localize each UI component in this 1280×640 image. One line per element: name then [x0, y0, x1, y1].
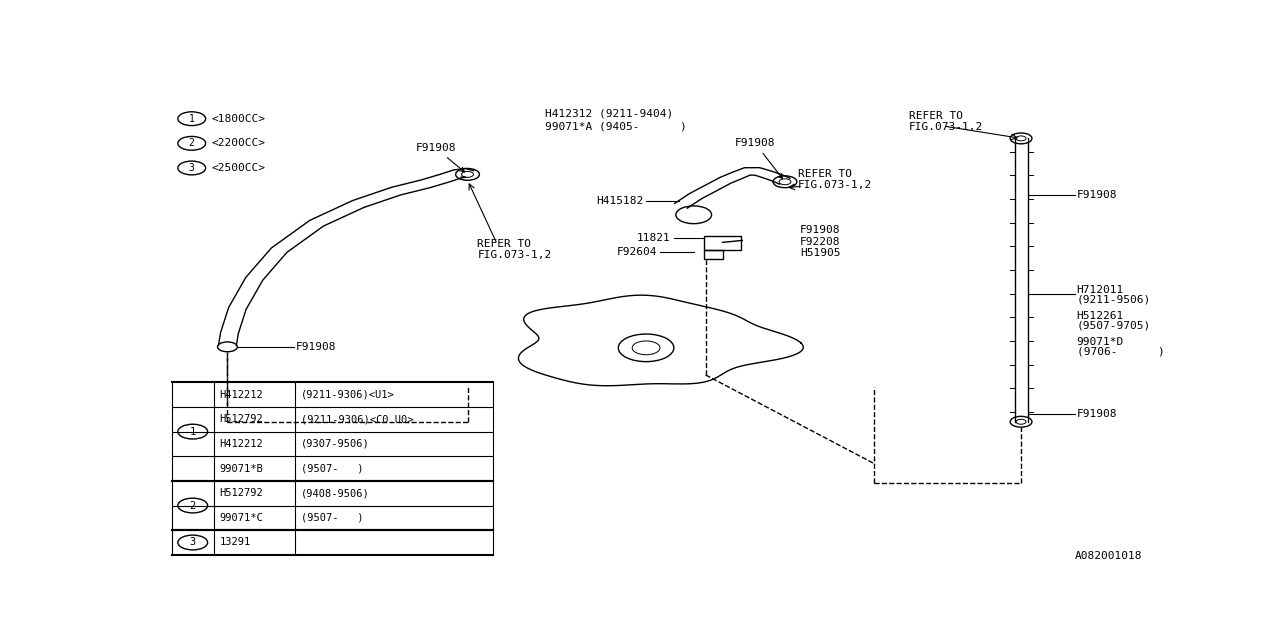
Text: (9507-9705): (9507-9705): [1076, 321, 1151, 331]
Text: H512792: H512792: [220, 488, 264, 498]
Text: REFER TO: REFER TO: [797, 170, 852, 179]
Text: 99071*A (9405-      ): 99071*A (9405- ): [545, 121, 686, 131]
Bar: [704, 236, 741, 250]
Text: H512792: H512792: [220, 414, 264, 424]
Text: REFER TO: REFER TO: [477, 239, 531, 250]
Text: (9211-9306)<U1>: (9211-9306)<U1>: [301, 390, 394, 399]
Text: H712011: H712011: [1076, 285, 1124, 294]
Text: H415182: H415182: [596, 196, 643, 206]
Text: 99071*C: 99071*C: [220, 513, 264, 523]
Text: F91908: F91908: [416, 143, 465, 172]
Text: 13291: 13291: [220, 538, 251, 547]
Text: F91908: F91908: [296, 342, 337, 352]
Text: F91908: F91908: [1076, 410, 1117, 419]
Text: (9211-9306)<C0 U0>: (9211-9306)<C0 U0>: [301, 414, 413, 424]
Text: (9408-9506): (9408-9506): [301, 488, 370, 498]
Text: (9507-   ): (9507- ): [301, 463, 364, 474]
Text: FIG.073-1,2: FIG.073-1,2: [797, 180, 872, 190]
Bar: [704, 250, 723, 259]
Text: 99071*B: 99071*B: [220, 463, 264, 474]
Text: F91908: F91908: [800, 225, 841, 235]
Text: 3: 3: [189, 163, 195, 173]
Text: F91908: F91908: [735, 138, 782, 179]
Text: H51905: H51905: [800, 248, 841, 258]
Text: F92208: F92208: [800, 237, 841, 247]
Text: (9706-      ): (9706- ): [1076, 347, 1165, 356]
Text: (9307-9506): (9307-9506): [301, 439, 370, 449]
Text: (9211-9506): (9211-9506): [1076, 294, 1151, 305]
Text: <2200CC>: <2200CC>: [211, 138, 265, 148]
Text: <1800CC>: <1800CC>: [211, 114, 265, 124]
Text: (9507-   ): (9507- ): [301, 513, 364, 523]
Text: 99071*D: 99071*D: [1076, 337, 1124, 347]
Text: F91908: F91908: [1076, 190, 1117, 200]
Text: <2500CC>: <2500CC>: [211, 163, 265, 173]
Text: H412212: H412212: [220, 390, 264, 399]
Text: REFER TO: REFER TO: [909, 111, 963, 121]
Text: FIG.073-1,2: FIG.073-1,2: [477, 250, 552, 260]
Text: 3: 3: [189, 538, 196, 547]
Text: H412212: H412212: [220, 439, 264, 449]
Text: A082001018: A082001018: [1075, 551, 1142, 561]
Text: H412312 (9211-9404): H412312 (9211-9404): [545, 109, 673, 119]
Text: H512261: H512261: [1076, 311, 1124, 321]
Text: 11821: 11821: [637, 234, 671, 243]
Text: FIG.073-1,2: FIG.073-1,2: [909, 122, 983, 132]
Text: 1: 1: [189, 427, 196, 436]
Text: F92604: F92604: [617, 247, 657, 257]
Text: 2: 2: [189, 138, 195, 148]
Text: 2: 2: [189, 500, 196, 511]
Text: 1: 1: [189, 114, 195, 124]
